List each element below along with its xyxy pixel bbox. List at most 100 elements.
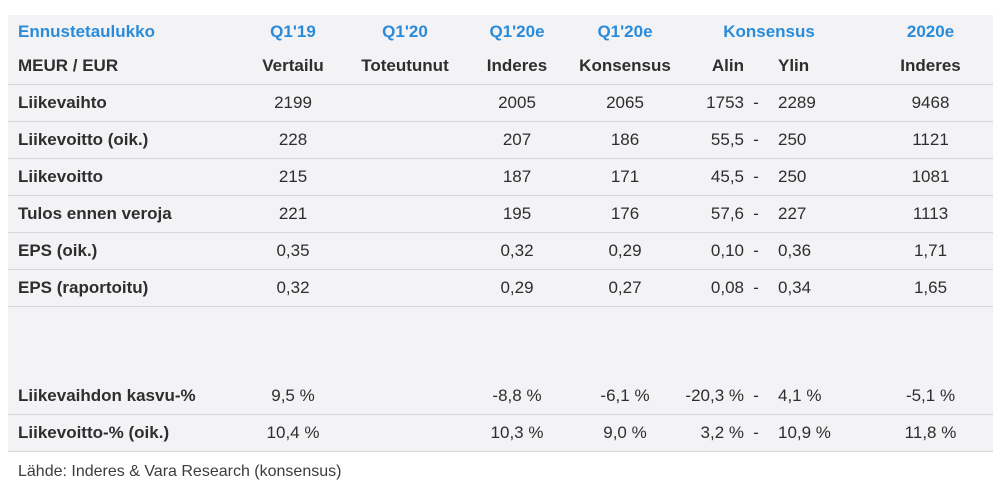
table-row: Liikevaihdon kasvu-% 9,5 % -8,8 % -6,1 %… xyxy=(8,378,993,415)
cell-2020e: 11,8 % xyxy=(868,415,993,452)
cell-alin: 0,10 xyxy=(680,233,744,270)
cell-q120 xyxy=(346,122,464,159)
sub-inderes-2020: Inderes xyxy=(868,48,993,85)
cell-2020e: 1,65 xyxy=(868,270,993,307)
cell-alin: 45,5 xyxy=(680,159,744,196)
cell-q119: 9,5 % xyxy=(240,378,346,415)
cell-ylin: 2289 xyxy=(768,85,868,122)
cell-inderes: 207 xyxy=(464,122,570,159)
cell-inderes: 10,3 % xyxy=(464,415,570,452)
cell-inderes: 187 xyxy=(464,159,570,196)
cell-konsensus: 176 xyxy=(570,196,680,233)
cell-q119: 0,35 xyxy=(240,233,346,270)
table-row: Liikevoitto (oik.) 228 207 186 55,5 - 25… xyxy=(8,122,993,159)
cell-konsensus: 0,27 xyxy=(570,270,680,307)
unit-label: MEUR / EUR xyxy=(8,48,240,85)
row-label: EPS (oik.) xyxy=(8,233,240,270)
cell-konsensus: 9,0 % xyxy=(570,415,680,452)
col-q119: Q1'19 xyxy=(240,15,346,48)
cell-alin: 3,2 % xyxy=(680,415,744,452)
cell-alin: 57,6 xyxy=(680,196,744,233)
cell-konsensus: 186 xyxy=(570,122,680,159)
cell-2020e: 9468 xyxy=(868,85,993,122)
table-row: Liikevoitto-% (oik.) 10,4 % 10,3 % 9,0 %… xyxy=(8,415,993,452)
source-note: Lähde: Inderes & Vara Research (konsensu… xyxy=(8,452,993,492)
source-row: Lähde: Inderes & Vara Research (konsensu… xyxy=(8,452,993,492)
table-row: EPS (oik.) 0,35 0,32 0,29 0,10 - 0,36 1,… xyxy=(8,233,993,270)
cell-dash: - xyxy=(744,159,768,196)
cell-ylin: 0,34 xyxy=(768,270,868,307)
cell-2020e: 1121 xyxy=(868,122,993,159)
cell-konsensus: 2065 xyxy=(570,85,680,122)
sub-ylin: Ylin xyxy=(768,48,868,85)
cell-alin: -20,3 % xyxy=(680,378,744,415)
cell-inderes: 2005 xyxy=(464,85,570,122)
cell-ylin: 4,1 % xyxy=(768,378,868,415)
col-2020e: 2020e xyxy=(868,15,993,48)
cell-dash: - xyxy=(744,378,768,415)
cell-dash: - xyxy=(744,122,768,159)
cell-2020e: -5,1 % xyxy=(868,378,993,415)
cell-q120 xyxy=(346,159,464,196)
cell-inderes: 195 xyxy=(464,196,570,233)
cell-q120 xyxy=(346,196,464,233)
forecast-table-panel: Ennustetaulukko Q1'19 Q1'20 Q1'20e Q1'20… xyxy=(8,15,993,451)
table-row: Tulos ennen veroja 221 195 176 57,6 - 22… xyxy=(8,196,993,233)
cell-q120 xyxy=(346,270,464,307)
col-konsensus: Konsensus xyxy=(680,15,868,48)
col-q120: Q1'20 xyxy=(346,15,464,48)
spacer-row xyxy=(8,307,993,344)
sub-toteutunut: Toteutunut xyxy=(346,48,464,85)
cell-q120 xyxy=(346,233,464,270)
cell-konsensus: 171 xyxy=(570,159,680,196)
spacer-row xyxy=(8,343,993,378)
cell-2020e: 1,71 xyxy=(868,233,993,270)
cell-inderes: 0,32 xyxy=(464,233,570,270)
cell-ylin: 227 xyxy=(768,196,868,233)
row-label: Liikevoitto-% (oik.) xyxy=(8,415,240,452)
cell-q120 xyxy=(346,378,464,415)
cell-q119: 221 xyxy=(240,196,346,233)
cell-q119: 2199 xyxy=(240,85,346,122)
cell-dash: - xyxy=(744,196,768,233)
cell-inderes: -8,8 % xyxy=(464,378,570,415)
cell-q120 xyxy=(346,415,464,452)
cell-inderes: 0,29 xyxy=(464,270,570,307)
cell-q119: 215 xyxy=(240,159,346,196)
cell-konsensus: -6,1 % xyxy=(570,378,680,415)
header-row-sources: MEUR / EUR Vertailu Toteutunut Inderes K… xyxy=(8,48,993,85)
cell-q119: 0,32 xyxy=(240,270,346,307)
cell-ylin: 250 xyxy=(768,122,868,159)
table-row: EPS (raportoitu) 0,32 0,29 0,27 0,08 - 0… xyxy=(8,270,993,307)
cell-dash: - xyxy=(744,233,768,270)
header-row-periods: Ennustetaulukko Q1'19 Q1'20 Q1'20e Q1'20… xyxy=(8,15,993,48)
row-label: Liikevoitto xyxy=(8,159,240,196)
col-q120e-konsensus: Q1'20e xyxy=(570,15,680,48)
cell-ylin: 250 xyxy=(768,159,868,196)
cell-dash: - xyxy=(744,270,768,307)
sub-vertailu: Vertailu xyxy=(240,48,346,85)
cell-alin: 1753 xyxy=(680,85,744,122)
table-row: Liikevoitto 215 187 171 45,5 - 250 1081 xyxy=(8,159,993,196)
cell-alin: 55,5 xyxy=(680,122,744,159)
cell-q119: 228 xyxy=(240,122,346,159)
sub-konsensus: Konsensus xyxy=(570,48,680,85)
cell-dash: - xyxy=(744,415,768,452)
row-label: Liikevaihto xyxy=(8,85,240,122)
cell-ylin: 0,36 xyxy=(768,233,868,270)
forecast-table: Ennustetaulukko Q1'19 Q1'20 Q1'20e Q1'20… xyxy=(8,15,993,492)
col-q120e-inderes: Q1'20e xyxy=(464,15,570,48)
row-label: EPS (raportoitu) xyxy=(8,270,240,307)
row-label: Tulos ennen veroja xyxy=(8,196,240,233)
cell-2020e: 1081 xyxy=(868,159,993,196)
cell-2020e: 1113 xyxy=(868,196,993,233)
cell-konsensus: 0,29 xyxy=(570,233,680,270)
row-label: Liikevaihdon kasvu-% xyxy=(8,378,240,415)
cell-q120 xyxy=(346,85,464,122)
table-title: Ennustetaulukko xyxy=(8,15,240,48)
cell-dash: - xyxy=(744,85,768,122)
row-label: Liikevoitto (oik.) xyxy=(8,122,240,159)
sub-inderes: Inderes xyxy=(464,48,570,85)
table-row: Liikevaihto 2199 2005 2065 1753 - 2289 9… xyxy=(8,85,993,122)
cell-alin: 0,08 xyxy=(680,270,744,307)
